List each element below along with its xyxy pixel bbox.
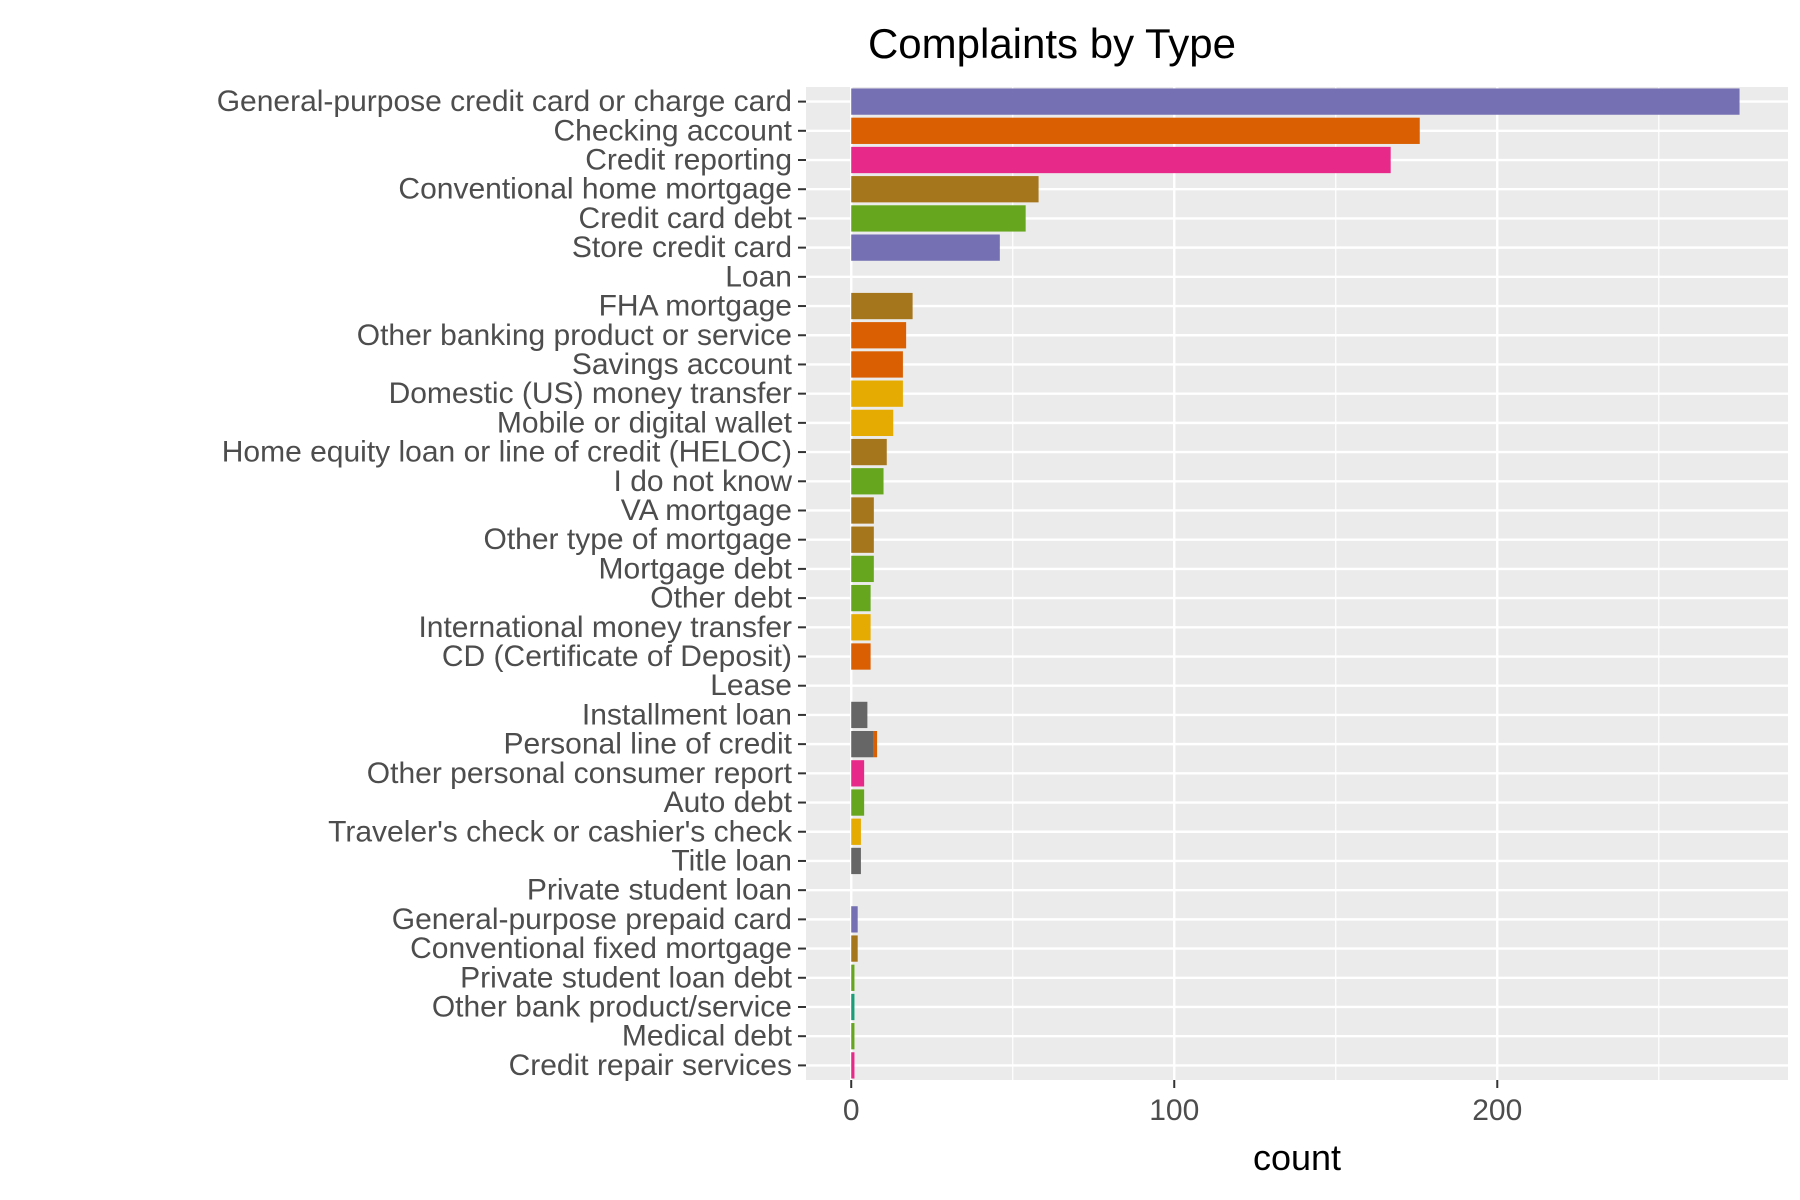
y-tick-label: Other type of mortgage bbox=[484, 523, 793, 556]
bar bbox=[851, 906, 858, 933]
y-tick-label: Installment loan bbox=[582, 698, 792, 731]
y-tick-label: VA mortgage bbox=[621, 494, 792, 527]
y-tick-label: Medical debt bbox=[622, 1020, 793, 1053]
y-tick-label: Lease bbox=[710, 669, 792, 702]
x-tick-label: 0 bbox=[843, 1094, 860, 1127]
y-tick-label: Loan bbox=[725, 260, 792, 293]
bar bbox=[851, 847, 861, 875]
bar bbox=[851, 1023, 855, 1050]
y-tick-label: FHA mortgage bbox=[599, 290, 792, 323]
y-tick-label: Other banking product or service bbox=[357, 319, 792, 352]
bar bbox=[851, 497, 874, 524]
x-axis: 0 100 200 bbox=[843, 1080, 1522, 1127]
bar bbox=[851, 409, 894, 437]
y-tick-label: Credit repair services bbox=[509, 1049, 792, 1082]
y-tick-label: General-purpose credit card or charge ca… bbox=[217, 85, 792, 118]
bar bbox=[851, 730, 874, 758]
bar bbox=[851, 292, 913, 320]
y-tick-label: I do not know bbox=[614, 465, 793, 498]
y-tick-label: Private student loan bbox=[527, 874, 792, 907]
y-axis: General-purpose credit card or charge ca… bbox=[217, 85, 806, 1082]
y-tick-label: Other debt bbox=[650, 582, 792, 615]
y-tick-label: Mortgage debt bbox=[599, 552, 793, 585]
y-tick-label: Credit card debt bbox=[579, 202, 793, 235]
bar bbox=[851, 438, 887, 466]
bar bbox=[851, 614, 871, 641]
bar bbox=[851, 993, 855, 1021]
y-tick-label: Conventional fixed mortgage bbox=[410, 932, 792, 965]
bar bbox=[851, 760, 865, 787]
bar bbox=[851, 818, 861, 845]
bar bbox=[851, 380, 903, 407]
bar bbox=[851, 789, 865, 816]
y-tick-label: Traveler's check or cashier's check bbox=[328, 815, 793, 848]
bar bbox=[851, 176, 1039, 203]
chart-title: Complaints by Type bbox=[868, 20, 1236, 67]
x-axis-title: count bbox=[1253, 1137, 1341, 1178]
bar bbox=[851, 643, 871, 670]
y-tick-label: Credit reporting bbox=[585, 144, 792, 177]
x-tick-label: 100 bbox=[1149, 1094, 1199, 1127]
y-tick-label: Mobile or digital wallet bbox=[497, 406, 793, 439]
y-tick-label: Home equity loan or line of credit (HELO… bbox=[222, 436, 792, 469]
y-tick-label: Other personal consumer report bbox=[367, 757, 793, 790]
y-tick-label: Checking account bbox=[554, 114, 793, 147]
bar bbox=[851, 205, 1026, 232]
y-tick-label: Title loan bbox=[671, 844, 792, 877]
bar bbox=[851, 146, 1391, 174]
bar bbox=[851, 322, 907, 349]
bars bbox=[851, 88, 1740, 1079]
y-tick-label: Domestic (US) money transfer bbox=[389, 377, 792, 410]
y-tick-label: General-purpose prepaid card bbox=[392, 903, 792, 936]
x-tick-label: 200 bbox=[1472, 1094, 1522, 1127]
bar bbox=[851, 935, 858, 962]
bar bbox=[851, 117, 1420, 144]
bar bbox=[851, 1052, 855, 1079]
y-tick-label: International money transfer bbox=[418, 611, 792, 644]
y-tick-label: Conventional home mortgage bbox=[398, 173, 792, 206]
bar bbox=[851, 351, 903, 378]
bar bbox=[851, 234, 1000, 261]
bar bbox=[851, 964, 855, 991]
bar bbox=[851, 555, 874, 583]
bar bbox=[851, 468, 884, 495]
y-tick-label: Private student loan debt bbox=[460, 961, 793, 994]
y-tick-label: Auto debt bbox=[664, 786, 793, 819]
y-tick-label: Savings account bbox=[572, 348, 793, 381]
bar bbox=[851, 526, 874, 553]
bar bbox=[873, 730, 878, 758]
y-tick-label: CD (Certificate of Deposit) bbox=[442, 640, 792, 673]
y-tick-label: Other bank product/service bbox=[432, 990, 792, 1023]
y-tick-label: Store credit card bbox=[572, 231, 792, 264]
bar bbox=[851, 584, 871, 612]
y-tick-label: Personal line of credit bbox=[504, 728, 793, 761]
bar bbox=[851, 701, 868, 729]
bar bbox=[851, 88, 1740, 115]
